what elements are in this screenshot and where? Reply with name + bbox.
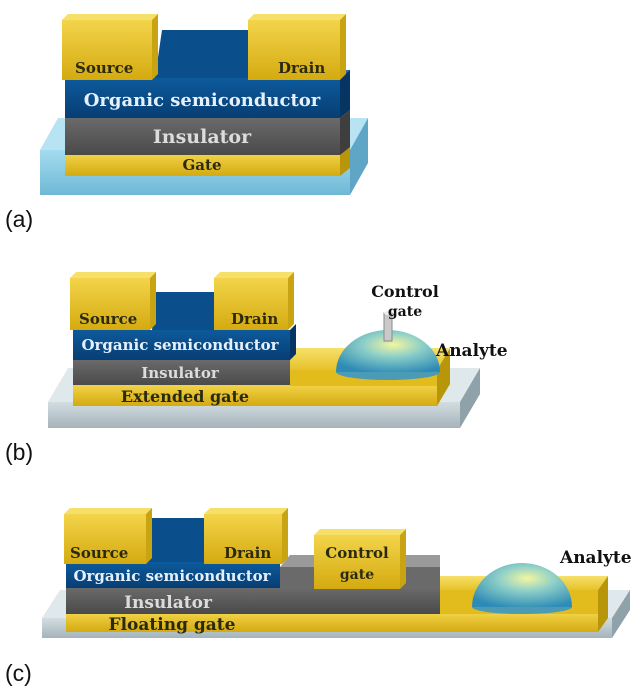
channel-c (148, 518, 210, 562)
channel-a (155, 30, 255, 78)
semiconductor-b-side (290, 324, 296, 360)
insulator-label-c: Insulator (124, 593, 213, 613)
drain-b-top (214, 272, 294, 278)
insulator-label-b: Insulator (141, 364, 220, 382)
gate-b-side (437, 348, 450, 406)
semiconductor-a (65, 78, 340, 118)
drain-c-side (282, 508, 288, 564)
control-gate-label-b2: gate (388, 304, 422, 320)
drain-a-top (248, 14, 346, 20)
source-a-top (62, 14, 158, 20)
gate-label-a: Gate (182, 156, 221, 174)
panel-c: Source Drain Organic semiconductor Insul… (5, 508, 632, 686)
drain-label-c: Drain (224, 544, 271, 562)
analyte-label-b: Analyte (435, 341, 508, 361)
drain-label-b: Drain (231, 310, 278, 328)
panel-b: Source Drain Organic semiconductor Insul… (5, 272, 508, 465)
control-gate-c (314, 535, 400, 589)
gate-label-c: Floating gate (109, 615, 236, 635)
source-c-top (64, 508, 152, 514)
source-c-side (146, 508, 152, 564)
substrate-b (48, 402, 460, 428)
control-gate-pin-top-b (384, 311, 392, 315)
source-label-a: Source (75, 59, 133, 77)
drain-c-top (204, 508, 288, 514)
substrate-a-side (350, 118, 368, 195)
insulator-b (73, 360, 290, 385)
gate-label-b: Extended gate (121, 387, 249, 406)
source-b-top (70, 272, 156, 278)
source-label-b: Source (79, 310, 137, 328)
source-a-side (152, 14, 158, 80)
channel-b (152, 292, 220, 330)
source-a-front (62, 20, 152, 80)
insulator-a-side (340, 110, 350, 155)
gate-c-side (598, 576, 608, 632)
substrate-b-side (460, 368, 480, 428)
control-gate-label-c1: Control (325, 544, 389, 562)
analyte-dome-c (472, 563, 572, 607)
gate-a (65, 153, 340, 176)
insulator-c (66, 588, 440, 614)
analyte-dome-b (336, 330, 440, 372)
source-b (70, 278, 150, 330)
caption-c: (c) (5, 660, 32, 686)
source-c (64, 514, 146, 564)
caption-b: (b) (5, 439, 33, 465)
substrate-c-side (612, 590, 630, 638)
drain-a-front (248, 20, 340, 80)
semiconductor-a-side (340, 70, 350, 118)
drain-b-side (288, 272, 294, 330)
gate-b (73, 384, 437, 406)
control-gate-label-c2: gate (340, 567, 374, 583)
insulator-label-a: Insulator (153, 126, 252, 148)
semiconductor-label-a: Organic semiconductor (84, 90, 321, 111)
insulator-a (65, 118, 340, 155)
control-gate-c-top (314, 529, 406, 535)
drain-a-side (340, 14, 346, 80)
semiconductor-label-c: Organic semiconductor (73, 567, 271, 585)
analyte-label-c: Analyte (559, 548, 632, 568)
gate-c (66, 612, 598, 632)
drain-label-a: Drain (278, 59, 325, 77)
source-label-c: Source (70, 544, 128, 562)
caption-a: (a) (5, 206, 33, 232)
semiconductor-b (73, 330, 290, 360)
panel-a: Source Drain Organic semiconductor Insul… (5, 14, 368, 232)
control-gate-c-side (400, 529, 406, 589)
source-b-side (150, 272, 156, 330)
control-gate-label-b1: Control (371, 282, 439, 301)
semiconductor-c (66, 562, 280, 588)
drain-c (204, 514, 282, 564)
semiconductor-label-b: Organic semiconductor (81, 336, 279, 354)
drain-b (214, 278, 288, 330)
